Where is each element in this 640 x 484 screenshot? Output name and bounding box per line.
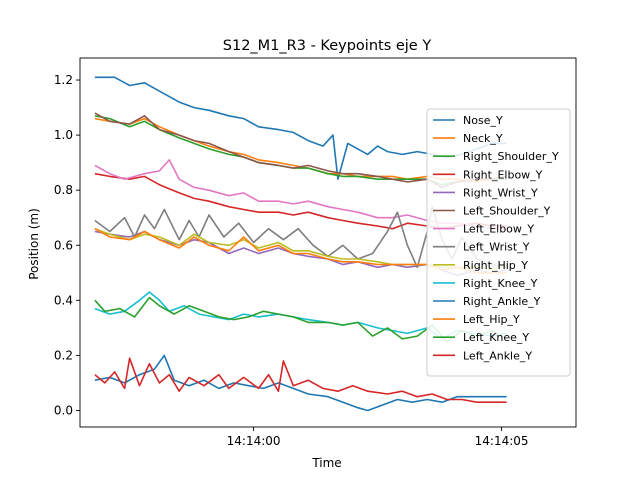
series-line-left-ankle-y <box>94 357 507 404</box>
legend-label: Right_Elbow_Y <box>463 168 543 181</box>
y-tick-label: 0.8 <box>54 183 73 197</box>
y-tick-label: 1.0 <box>54 128 73 142</box>
legend-label: Left_Elbow_Y <box>463 223 534 236</box>
legend-label: Left_Hip_Y <box>463 313 520 326</box>
y-tick-label: 0.2 <box>54 348 73 362</box>
y-tick-label: 0.0 <box>54 403 73 417</box>
legend-label: Left_Knee_Y <box>463 331 529 344</box>
legend-box <box>426 108 571 377</box>
legend-label: Nose_Y <box>463 114 503 127</box>
legend-label: Left_Wrist_Y <box>463 241 530 254</box>
legend-label: Right_Hip_Y <box>463 259 528 272</box>
y-tick-label: 0.6 <box>54 238 73 252</box>
plot-frame <box>79 57 577 428</box>
legend-label: Left_Ankle_Y <box>463 349 532 362</box>
x-axis-label: Time <box>311 456 341 470</box>
legend-label: Neck_Y <box>463 132 503 145</box>
legend-label: Right_Shoulder_Y <box>463 150 559 163</box>
legend-label: Left_Shoulder_Y <box>463 205 551 218</box>
legend-label: Right_Wrist_Y <box>463 186 538 199</box>
axis-layer: 0.0 0.2 0.4 0.6 0.8 1.0 1.2 14:14:00 14:14:05 <box>54 57 577 448</box>
legend: Nose_Y Neck_Y Right_Shoulder_Y Right_Elbow_… <box>426 108 571 377</box>
x-tick-label: 14:14:05 <box>475 434 529 448</box>
legend-label: Right_Ankle_Y <box>463 295 541 308</box>
series-line-right-ankle-y <box>94 354 507 412</box>
x-tick-label: 14:14:00 <box>227 434 281 448</box>
chart-title: S12_M1_R3 - Keypoints eje Y <box>223 38 432 54</box>
y-tick-label: 0.4 <box>54 293 73 307</box>
y-axis-label: Position (m) <box>27 208 41 280</box>
y-tick-label: 1.2 <box>54 73 73 87</box>
legend-label: Right_Knee_Y <box>463 277 538 290</box>
